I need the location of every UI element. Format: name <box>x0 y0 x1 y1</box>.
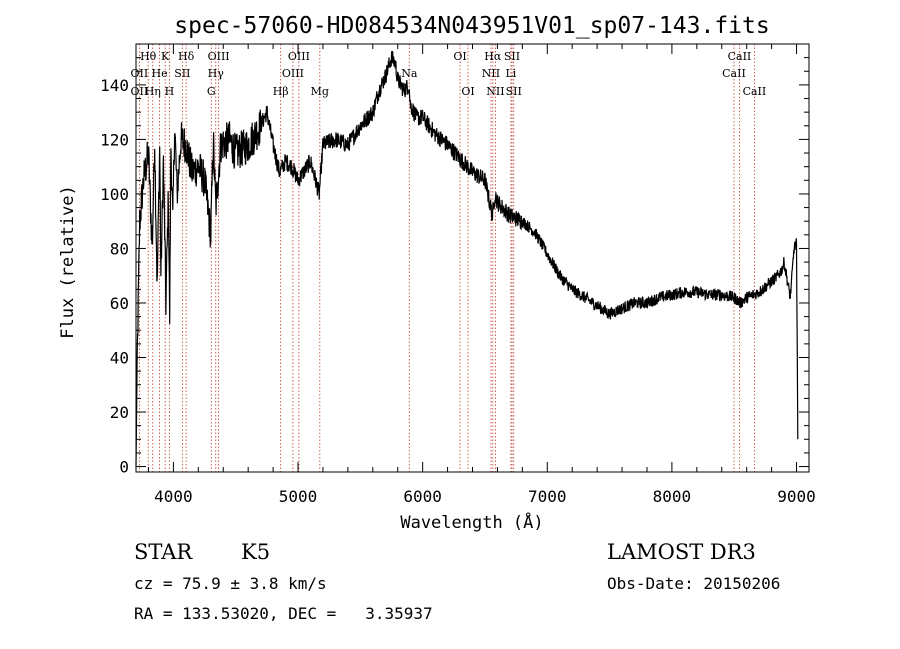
x-tick-label: 6000 <box>403 487 442 506</box>
redshift-text: cz = 75.9 ± 3.8 km/s <box>134 574 327 593</box>
y-tick-label: 60 <box>110 294 129 313</box>
line-marker-label: Hγ <box>208 67 225 80</box>
y-tick-label: 20 <box>110 403 129 422</box>
line-marker-label: CaII <box>728 50 752 63</box>
line-marker-label: K <box>161 50 170 63</box>
plot-frame <box>135 43 810 473</box>
x-tick-label: 4000 <box>154 487 193 506</box>
line-marker-label: NII <box>486 85 504 98</box>
line-marker-label: OI <box>461 85 474 98</box>
line-marker-label: SII <box>504 50 520 63</box>
coordinates: RA = 133.53020, DEC = 3.35937 <box>134 604 433 623</box>
y-tick-label: 40 <box>110 349 129 368</box>
axis-ticks: 4000 5000 6000 7000 8000 9000 0 20 40 60 80 100 120 1… <box>100 44 816 506</box>
line-marker-label: Hδ <box>178 50 195 63</box>
y-tick-label: 140 <box>100 76 129 95</box>
line-marker-label: NII <box>482 67 500 80</box>
y-tick-label: 80 <box>110 239 129 258</box>
line-marker-label: OIII <box>288 50 310 63</box>
line-marker-label: He <box>152 67 168 80</box>
object-subclass: K5 <box>241 540 271 564</box>
x-tick-label: 9000 <box>777 487 816 506</box>
line-marker-label: Mg <box>311 85 329 98</box>
line-marker-label: CaII <box>722 67 746 80</box>
line-marker-label: OI <box>453 50 466 63</box>
x-axis-label: Wavelength (Å) <box>400 511 543 533</box>
line-marker-label: OII <box>131 67 149 80</box>
line-marker-label: H <box>165 85 175 98</box>
y-tick-label: 120 <box>100 130 129 149</box>
x-tick-label: 5000 <box>279 487 318 506</box>
survey-name: LAMOST DR3 <box>607 540 756 564</box>
line-marker-label: SII <box>506 85 522 98</box>
spectrum-line <box>135 51 799 467</box>
line-marker-label: Li <box>505 67 516 80</box>
line-marker-label: G <box>207 85 216 98</box>
line-marker-label: CaII <box>743 85 767 98</box>
line-marker-label: OIII <box>282 67 304 80</box>
line-marker-label: OIII <box>208 50 230 63</box>
spectral-line-markers <box>138 44 755 472</box>
line-marker-label: Hθ <box>140 50 157 63</box>
x-tick-label: 7000 <box>528 487 567 506</box>
chart-title: spec-57060-HD084534N043951V01_sp07-143.f… <box>174 13 769 39</box>
y-tick-label: 100 <box>100 185 129 204</box>
line-marker-label: OII <box>131 85 149 98</box>
line-marker-label: Hβ <box>273 85 289 98</box>
y-tick-label: 0 <box>119 458 129 477</box>
y-axis-label: Flux (relative) <box>58 185 78 339</box>
line-marker-label: SII <box>174 67 190 80</box>
line-marker-label: Hη <box>145 85 161 98</box>
x-tick-label: 8000 <box>653 487 692 506</box>
obs-date: Obs-Date: 20150206 <box>607 574 781 593</box>
object-class: STAR <box>134 540 193 564</box>
line-marker-label: Na <box>401 67 418 80</box>
line-marker-label: Hα <box>484 50 502 63</box>
